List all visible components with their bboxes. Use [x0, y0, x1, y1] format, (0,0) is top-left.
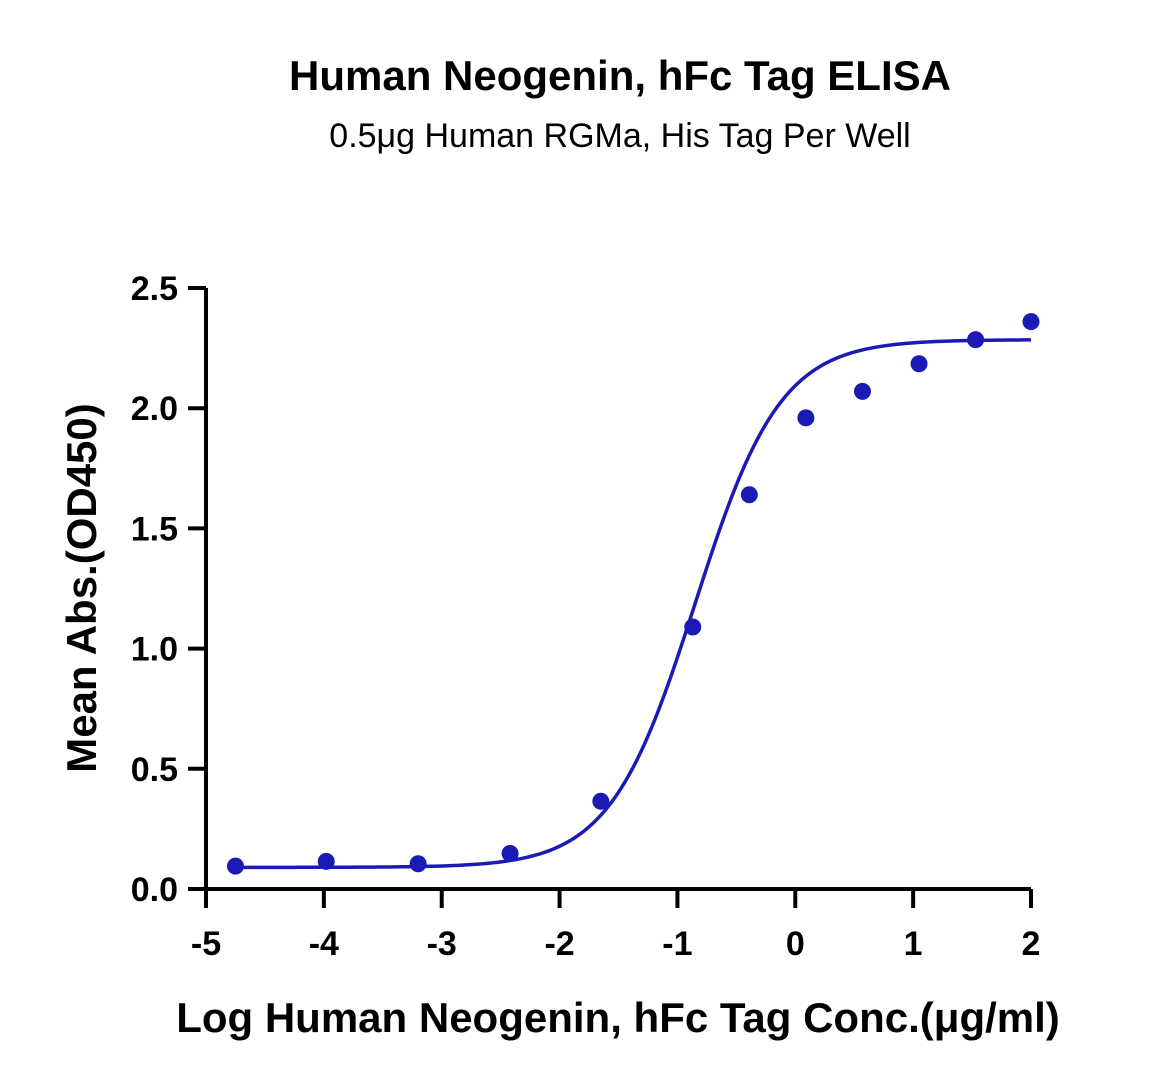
y-tick-label: 1.0	[131, 631, 178, 669]
x-tick-label: -4	[309, 925, 339, 963]
y-tick-label: 2.0	[131, 390, 178, 428]
data-point	[684, 618, 702, 636]
y-tick-label: 2.5	[131, 270, 178, 308]
data-point	[501, 844, 519, 862]
data-point	[409, 855, 427, 873]
data-point	[592, 792, 610, 810]
data-points	[226, 313, 1040, 875]
axes	[204, 288, 1031, 891]
data-point	[853, 382, 871, 400]
x-tick-label: 0	[786, 925, 805, 963]
data-point	[740, 486, 758, 504]
data-point	[910, 355, 928, 373]
x-tick-label: -5	[191, 925, 221, 963]
x-ticks: -5 -4 -3 -2 -1 0 1 2	[191, 889, 1041, 963]
x-tick-label: -3	[427, 925, 457, 963]
x-tick-label: 1	[904, 925, 923, 963]
fit-curve	[235, 338, 1032, 870]
data-point	[226, 857, 244, 875]
y-tick-label: 1.5	[131, 510, 178, 548]
y-ticks: 0.0 0.5 1.0 1.5 2.0 2.5	[131, 270, 206, 909]
x-tick-label: -2	[544, 925, 574, 963]
data-point	[797, 409, 815, 427]
y-axis-title: Mean Abs.(OD450)	[58, 403, 105, 773]
y-tick-label: 0.0	[131, 871, 178, 909]
data-point	[317, 852, 335, 870]
data-point	[1022, 313, 1040, 331]
x-tick-label: 2	[1022, 925, 1041, 963]
chart-title: Human Neogenin, hFc Tag ELISA	[289, 52, 951, 99]
data-point	[967, 331, 985, 349]
y-tick-label: 0.5	[131, 751, 178, 789]
chart-subtitle: 0.5μg Human RGMa, His Tag Per Well	[329, 117, 911, 155]
x-axis-title: Log Human Neogenin, hFc Tag Conc.(μg/ml)	[176, 994, 1060, 1041]
x-tick-label: -1	[662, 925, 692, 963]
